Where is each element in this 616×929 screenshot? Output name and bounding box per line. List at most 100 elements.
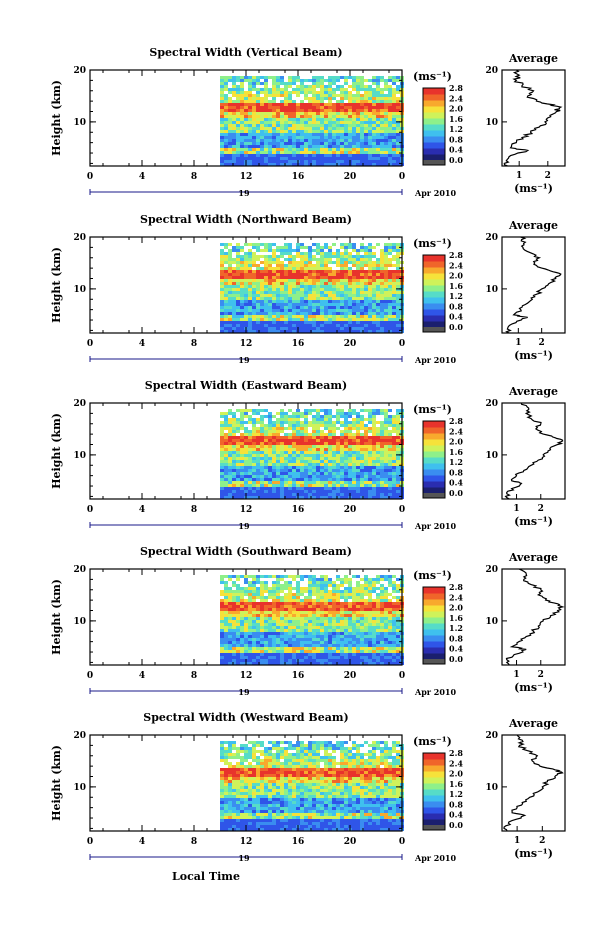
heatmap-cell	[292, 466, 296, 469]
heatmap-cell	[280, 300, 284, 303]
y-tick-label: 20	[73, 66, 86, 76]
heatmap-cell	[264, 273, 268, 276]
heatmap-cell	[356, 142, 360, 145]
heatmap-cell	[260, 145, 264, 148]
heatmap-cell	[312, 475, 316, 478]
heatmap-cell	[248, 493, 252, 496]
heatmap-cell	[324, 475, 328, 478]
heatmap-cell	[244, 121, 248, 124]
colorbar-swatch	[423, 433, 445, 440]
heatmap-cell	[276, 115, 280, 118]
heatmap-cell	[272, 270, 276, 273]
heatmap-cell	[388, 581, 392, 584]
heatmap-cell	[268, 106, 272, 109]
heatmap-cell	[268, 330, 272, 333]
heatmap-cell	[272, 88, 276, 91]
heatmap-cell	[396, 493, 400, 496]
heatmap-cell	[280, 288, 284, 291]
heatmap-cell	[300, 258, 304, 261]
heatmap-cell	[236, 324, 240, 327]
heatmap-cell	[260, 148, 264, 151]
colorbar-tick-label: 2.4	[449, 93, 463, 103]
heatmap-cell	[272, 97, 276, 100]
heatmap-cell	[320, 154, 324, 157]
heatmap-cell	[268, 472, 272, 475]
heatmap-cell	[312, 451, 316, 454]
heatmap-cell	[368, 300, 372, 303]
heatmap-cell	[240, 246, 244, 249]
heatmap-cell	[396, 270, 400, 273]
heatmap-cell	[224, 620, 228, 623]
heatmap-cell	[340, 466, 344, 469]
heatmap-cell	[380, 448, 384, 451]
heatmap-cell	[304, 103, 308, 106]
heatmap-cell	[260, 602, 264, 605]
heatmap-cell	[248, 330, 252, 333]
heatmap-cell	[240, 145, 244, 148]
heatmap-cell	[336, 484, 340, 487]
heatmap-cell	[376, 327, 380, 330]
heatmap-cell	[256, 255, 260, 258]
heatmap-cell	[340, 496, 344, 499]
heatmap-cell	[260, 587, 264, 590]
heatmap-cell	[272, 623, 276, 626]
heatmap-cell	[264, 472, 268, 475]
heatmap-cell	[392, 327, 396, 330]
heatmap-cell	[344, 611, 348, 614]
heatmap-cell	[292, 291, 296, 294]
heatmap-cell	[396, 297, 400, 300]
heatmap-cell	[268, 109, 272, 112]
heatmap-cell	[252, 270, 256, 273]
heatmap-cell	[384, 273, 388, 276]
heatmap-cell	[276, 297, 280, 300]
heatmap-cell	[344, 297, 348, 300]
avg-y-tick-label: 10	[485, 118, 498, 128]
heatmap-cell	[292, 270, 296, 273]
heatmap-cell	[396, 267, 400, 270]
heatmap-cell	[360, 460, 364, 463]
heatmap-cell	[380, 496, 384, 499]
heatmap-cell	[224, 445, 228, 448]
heatmap-cell	[384, 300, 388, 303]
heatmap-cell	[384, 593, 388, 596]
average-profile-line	[504, 402, 564, 500]
heatmap-cell	[324, 596, 328, 599]
heatmap-cell	[292, 151, 296, 154]
heatmap-cell	[340, 430, 344, 433]
heatmap-cell	[248, 478, 252, 481]
heatmap-cell	[380, 324, 384, 327]
heatmap-cell	[396, 142, 400, 145]
heatmap-cell	[236, 94, 240, 97]
heatmap-cell	[336, 252, 340, 255]
heatmap-cell	[340, 421, 344, 424]
heatmap-cell	[324, 85, 328, 88]
heatmap-cell	[296, 463, 300, 466]
heatmap-cell	[264, 100, 268, 103]
heatmap-cell	[224, 581, 228, 584]
heatmap-cell	[308, 578, 312, 581]
heatmap-cell	[228, 136, 232, 139]
heatmap-cell	[312, 608, 316, 611]
heatmap-cell	[336, 457, 340, 460]
heatmap-cell	[356, 82, 360, 85]
heatmap-cell	[264, 91, 268, 94]
heatmap-cell	[296, 94, 300, 97]
heatmap-cell	[224, 312, 228, 315]
heatmap-cell	[280, 264, 284, 267]
heatmap-cell	[380, 620, 384, 623]
heatmap-cell	[272, 493, 276, 496]
heatmap-cell	[284, 602, 288, 605]
heatmap-cell	[308, 252, 312, 255]
heatmap-cell	[284, 611, 288, 614]
colorbar-swatch	[423, 255, 445, 262]
heatmap-cell	[264, 445, 268, 448]
heatmap-cell	[264, 297, 268, 300]
heatmap-cell	[316, 493, 320, 496]
colorbar-swatch	[423, 118, 445, 125]
heatmap-cell	[240, 85, 244, 88]
heatmap-cell	[252, 258, 256, 261]
heatmap-cell	[392, 439, 396, 442]
heatmap-cell	[308, 261, 312, 264]
heatmap-cell	[380, 109, 384, 112]
heatmap-cell	[368, 324, 372, 327]
